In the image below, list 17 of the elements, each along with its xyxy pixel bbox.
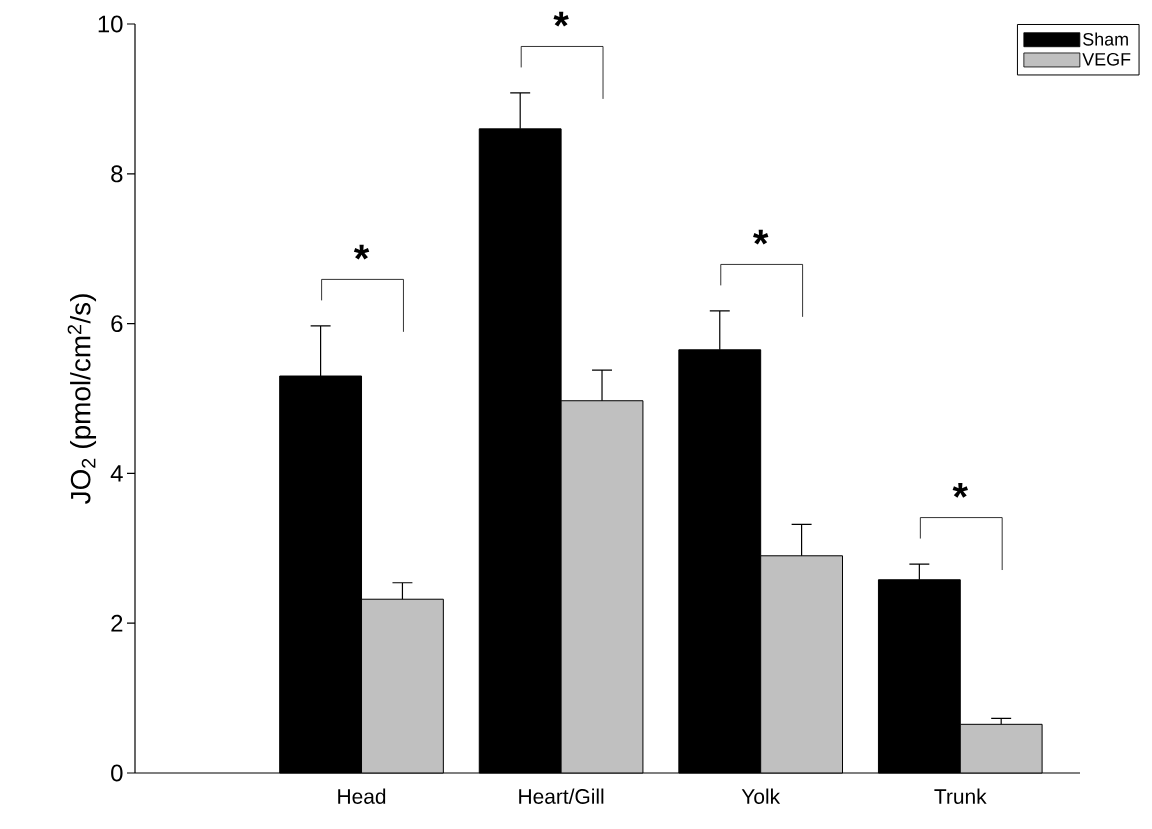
y-axis-title: JO$_{2}$ (pmol/cm$^{2}$/s)	[67, 294, 97, 504]
y-tick-label: 0	[111, 764, 123, 782]
x-tick-label: Yolk	[741, 788, 781, 804]
x-tick-label: Head	[338, 788, 386, 804]
y-tick-label: 4	[110, 465, 123, 482]
legend-label: Sham	[1083, 32, 1128, 46]
y-tick-label: 2	[111, 614, 123, 632]
x-tick-label: Heart/Gill	[519, 788, 604, 804]
annotation: *	[952, 482, 968, 498]
x-tick-label: Trunk	[934, 788, 987, 804]
y-tick-label: 8	[111, 165, 123, 183]
y-tick-label: 10	[98, 15, 123, 33]
y-tick-label: 6	[111, 315, 123, 333]
annotation: *	[753, 229, 769, 245]
legend-label: VEGF	[1082, 52, 1131, 66]
annotation: *	[553, 11, 569, 27]
annotation: *	[353, 244, 370, 260]
